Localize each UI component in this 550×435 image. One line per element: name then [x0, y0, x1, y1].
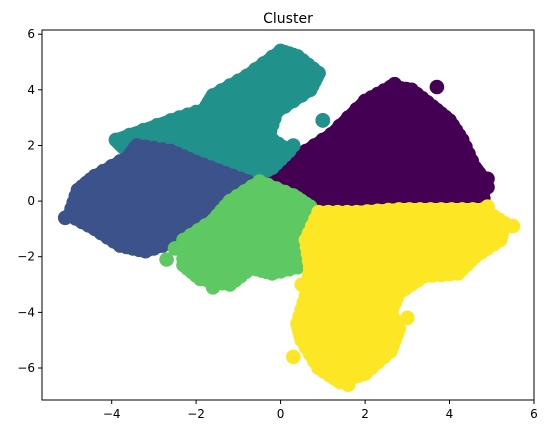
cluster-4-point: [340, 377, 356, 393]
cluster-2-point: [68, 211, 84, 226]
y-tick-label: −4: [17, 305, 35, 319]
x-tick-label: −2: [187, 407, 205, 421]
cluster-4-point: [454, 202, 470, 217]
cluster-4-point: [423, 202, 438, 217]
cluster-0-point: [459, 149, 474, 164]
cluster-4-point: [370, 203, 386, 219]
cluster-4-point: [400, 310, 415, 326]
cluster-3-point: [205, 280, 221, 295]
cluster-1-point: [136, 122, 151, 138]
cluster-4-point: [444, 202, 459, 217]
cluster-0-point: [480, 171, 495, 187]
cluster-4-point: [412, 202, 428, 217]
cluster-0-point: [429, 79, 445, 95]
cluster-4-point: [286, 349, 301, 365]
x-tick-label: 6: [530, 407, 538, 421]
cluster-4-point: [465, 202, 481, 217]
x-tick-label: 4: [446, 407, 454, 421]
cluster-1-point: [149, 118, 165, 133]
cluster-1-point: [315, 113, 331, 128]
clusters-layer: [57, 43, 521, 393]
cluster-4-point: [433, 202, 449, 217]
cluster-4-point: [505, 218, 521, 234]
x-tick-label: −4: [103, 407, 121, 421]
cluster-3-point: [159, 252, 174, 267]
chart-title: Cluster: [263, 11, 313, 27]
cluster-4: [286, 199, 521, 393]
cluster-4-point: [381, 202, 396, 218]
plot-frame: [41, 29, 535, 401]
cluster-4-point: [402, 202, 417, 217]
cluster-1-point: [286, 138, 301, 153]
cluster-4-point: [308, 211, 323, 227]
x-tick-label: 0: [277, 407, 285, 421]
y-tick-label: 2: [27, 139, 35, 153]
cluster-1-point: [110, 134, 126, 150]
cluster-1-point: [122, 127, 137, 143]
cluster-0-point: [387, 76, 402, 92]
y-tick-label: 0: [27, 194, 35, 208]
cluster-4-point: [359, 204, 375, 219]
cluster-4-point: [391, 202, 407, 217]
cluster-4-point: [480, 199, 495, 214]
cluster-3-point: [167, 241, 183, 256]
cluster-4-point: [349, 204, 364, 220]
y-tick-label: −2: [17, 250, 35, 264]
axis-ticks: −4 −2 0 2 4 6 −6 −4 −2 0 2 4 6: [17, 27, 538, 421]
x-tick-label: 2: [361, 407, 369, 421]
cluster-4-point: [294, 277, 310, 292]
y-tick-label: 4: [27, 83, 35, 97]
y-tick-label: −6: [17, 361, 35, 375]
y-tick-label: 6: [27, 27, 35, 41]
cluster-2-point: [57, 210, 73, 226]
